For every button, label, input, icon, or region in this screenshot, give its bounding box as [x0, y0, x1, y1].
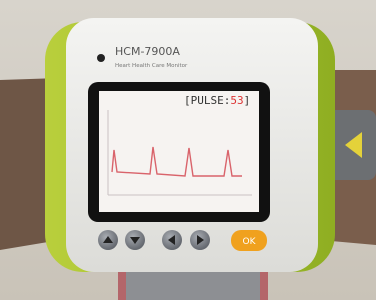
pulse-value: 53: [230, 94, 243, 107]
button-right[interactable]: [190, 230, 210, 250]
button-down[interactable]: [125, 230, 145, 250]
page: {"device": {"model": "HCM-7900A", "subti…: [0, 0, 376, 300]
model-label: HCM-7900A: [115, 45, 180, 58]
pulse-label: [PULSE:: [184, 94, 230, 107]
ok-label: OK: [243, 237, 257, 247]
button-ok[interactable]: OK: [231, 230, 267, 251]
screen: [99, 91, 259, 212]
subtitle-label: Heart Health Care Monitor: [115, 63, 188, 69]
button-left[interactable]: [162, 230, 182, 250]
photo: HCM-7900A Heart Health Care Monitor [PUL…: [0, 0, 376, 300]
pulse-close: ]: [244, 94, 251, 107]
pulse-text: [PULSE:53]: [184, 94, 250, 107]
button-up[interactable]: [98, 230, 118, 250]
sensor-dot: [97, 54, 105, 62]
strap-buckle: [126, 270, 260, 300]
body: HCM-7900A Heart Health Care Monitor [PUL…: [0, 0, 376, 300]
